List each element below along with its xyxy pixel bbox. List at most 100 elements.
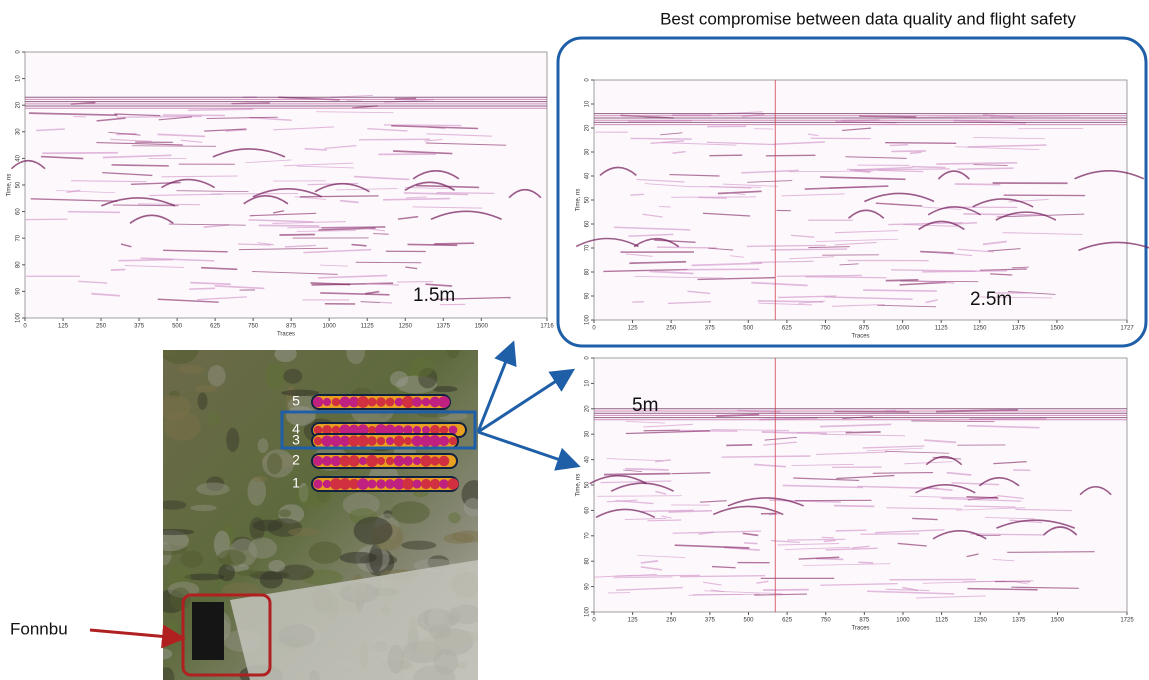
reflection <box>954 221 978 225</box>
reflection <box>661 142 737 146</box>
reflection <box>763 441 797 446</box>
hyperbola <box>314 182 370 193</box>
reflection <box>668 509 713 513</box>
reflection <box>604 472 671 476</box>
photo-texture <box>249 517 265 541</box>
hyperbola <box>995 211 1057 221</box>
reflection <box>747 180 793 183</box>
x-tick-label: 750 <box>248 324 259 330</box>
x-tick-label: 1125 <box>361 324 375 330</box>
reflection <box>124 265 184 268</box>
reflection <box>824 296 913 300</box>
x-tick-label: 500 <box>172 324 183 330</box>
flight-dot <box>421 397 431 407</box>
photo-texture <box>247 477 267 506</box>
x-axis-title: Traces <box>277 332 295 338</box>
reflection <box>201 266 238 271</box>
hyperbola <box>404 181 456 192</box>
hyperbola <box>972 198 1034 208</box>
x-tick-label: 250 <box>666 618 677 624</box>
flight-dot <box>420 455 432 467</box>
reflection <box>742 532 759 537</box>
reflection <box>629 260 687 265</box>
reflection <box>711 428 789 432</box>
y-tick-label: 70 <box>585 532 591 539</box>
reflection <box>284 244 317 248</box>
reflection <box>982 240 1007 246</box>
reflection <box>318 227 376 231</box>
x-tick-label: 1375 <box>1012 326 1026 332</box>
reflection <box>71 180 147 183</box>
photo-texture <box>218 564 236 582</box>
flight-dot <box>448 425 458 435</box>
figure-title: Best compromise between data quality and… <box>660 9 1076 28</box>
reflection <box>967 144 1047 148</box>
flight-dot <box>403 456 413 466</box>
flight-dot <box>439 425 449 435</box>
x-tick-label: 250 <box>666 326 677 332</box>
reflection <box>110 268 126 271</box>
reflection <box>750 260 814 264</box>
reflection <box>158 116 193 121</box>
photo-texture <box>259 571 283 589</box>
hyperbola <box>212 148 286 158</box>
y-axis-title: Time, ns <box>7 174 13 197</box>
flight-dot <box>376 397 386 407</box>
photo-texture <box>237 569 263 577</box>
photo-texture <box>163 667 175 680</box>
reflection <box>114 113 161 117</box>
reflection <box>969 417 1047 421</box>
x-tick-label: 875 <box>286 324 297 330</box>
reflection <box>973 164 1008 166</box>
flight-dot <box>394 397 404 407</box>
reflection <box>108 131 141 136</box>
reflection <box>157 133 206 138</box>
y-tick-label: 30 <box>16 128 22 135</box>
reflection <box>955 146 1040 151</box>
reflection <box>131 145 217 147</box>
reflection <box>287 226 361 229</box>
reflection <box>647 519 682 522</box>
reflection <box>1011 586 1079 589</box>
reflection <box>698 196 727 199</box>
x-tick-label: 1716 <box>540 324 554 330</box>
hyperbola <box>978 477 1020 487</box>
x-tick-label: 250 <box>96 324 107 330</box>
reflection <box>656 246 717 249</box>
reflection <box>743 542 758 545</box>
reflection <box>424 138 443 142</box>
reflection <box>615 574 700 577</box>
reflection <box>396 280 433 283</box>
photo-texture <box>285 405 316 426</box>
reflection <box>632 301 644 303</box>
y-tick-label: 0 <box>585 78 591 82</box>
photo-texture <box>409 357 434 378</box>
photo-texture <box>431 386 458 393</box>
photo-texture <box>165 621 178 634</box>
reflection <box>404 186 452 190</box>
flight-dot <box>393 455 405 467</box>
hyperbola <box>575 237 639 248</box>
x-tick-label: 375 <box>134 324 145 330</box>
reflection <box>660 132 683 136</box>
reflection <box>674 544 750 549</box>
reflection <box>346 99 363 102</box>
y-axis-title: Time, ns <box>576 474 582 497</box>
panel-label: 1.5m <box>413 285 455 306</box>
reflection <box>365 290 380 295</box>
line-number: 4 <box>292 421 300 437</box>
reflection <box>858 561 874 564</box>
x-tick-label: 625 <box>782 618 793 624</box>
reflection <box>299 195 379 198</box>
reflection <box>909 151 922 155</box>
photo-texture <box>163 350 199 364</box>
reflection <box>405 266 418 270</box>
reflection <box>655 459 671 463</box>
hyperbola <box>595 508 656 519</box>
reflection <box>625 420 666 424</box>
y-tick-label: 50 <box>585 481 591 488</box>
reflection <box>815 238 899 242</box>
reflection <box>885 588 930 592</box>
arrow <box>476 340 517 433</box>
reflection <box>249 212 317 217</box>
